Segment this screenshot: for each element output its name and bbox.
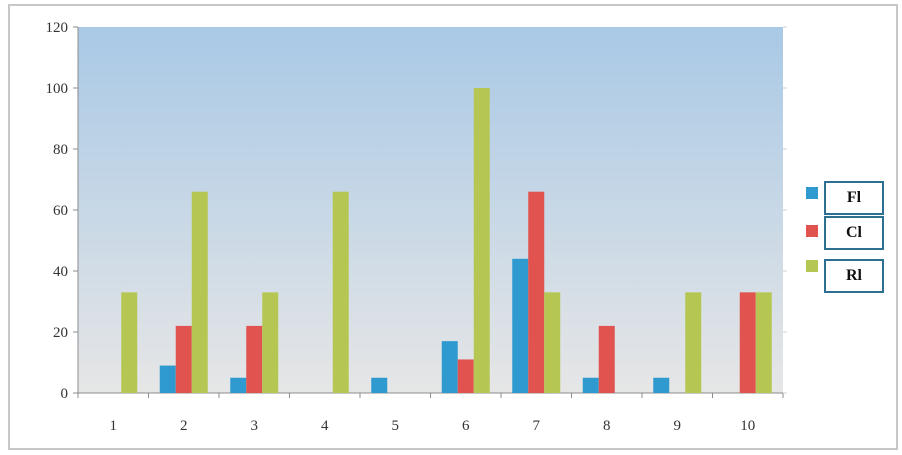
legend-entry-rl: Rl xyxy=(824,259,884,293)
y-tick-label: 60 xyxy=(53,203,68,219)
x-axis: 1 2 3 4 5 6 7 8 9 10 xyxy=(77,392,784,434)
bar-rl-2 xyxy=(191,191,208,393)
bar-rl-3 xyxy=(262,292,279,393)
bar-fl-7 xyxy=(512,258,529,393)
bar-rl-7 xyxy=(544,292,561,393)
x-tick-label: 5 xyxy=(392,418,400,434)
bar-cl-8 xyxy=(598,325,615,393)
x-tick-label: 7 xyxy=(533,418,541,434)
x-tick-label: 9 xyxy=(674,418,682,434)
bar-fl-3 xyxy=(230,377,247,393)
bar-cl-10 xyxy=(739,292,756,393)
y-tick-label: 120 xyxy=(46,20,69,36)
y-axis: 0 20 40 60 80 100 120 xyxy=(46,20,79,402)
y-tick-label: 100 xyxy=(46,81,69,97)
bar-fl-6 xyxy=(441,341,458,393)
right-axis-ticks xyxy=(783,26,787,394)
bar-cl-6 xyxy=(457,359,474,393)
legend-swatch-fl xyxy=(806,187,818,199)
x-tick-label: 2 xyxy=(180,418,188,434)
legend-swatch-cl xyxy=(806,225,818,237)
bar-rl-9 xyxy=(685,292,702,393)
bar-fl-8 xyxy=(582,377,599,393)
x-tick-label: 6 xyxy=(462,418,470,434)
legend-entry-cl: Cl xyxy=(824,216,884,250)
y-tick-label: 40 xyxy=(53,264,68,280)
bar-cl-7 xyxy=(528,191,545,393)
x-tick-label: 8 xyxy=(603,418,611,434)
bar-rl-6 xyxy=(473,88,490,393)
legend-swatch-rl xyxy=(806,260,818,272)
y-tick-label: 20 xyxy=(53,325,68,341)
bars-group xyxy=(121,88,772,393)
x-tick-label: 1 xyxy=(110,418,118,434)
bar-rl-1 xyxy=(121,292,138,393)
y-tick-label: 80 xyxy=(53,142,68,158)
x-tick-label: 4 xyxy=(321,418,329,434)
bar-fl-5 xyxy=(371,377,388,393)
y-tick-label: 0 xyxy=(61,386,69,402)
x-tick-label: 10 xyxy=(740,418,755,434)
bar-rl-4 xyxy=(332,191,349,393)
bar-rl-10 xyxy=(755,292,772,393)
bar-fl-9 xyxy=(653,377,670,393)
bar-cl-3 xyxy=(246,325,263,393)
bar-fl-2 xyxy=(159,365,176,393)
x-tick-label: 3 xyxy=(251,418,259,434)
bar-cl-2 xyxy=(175,325,192,393)
legend-entry-fl: Fl xyxy=(824,181,884,215)
